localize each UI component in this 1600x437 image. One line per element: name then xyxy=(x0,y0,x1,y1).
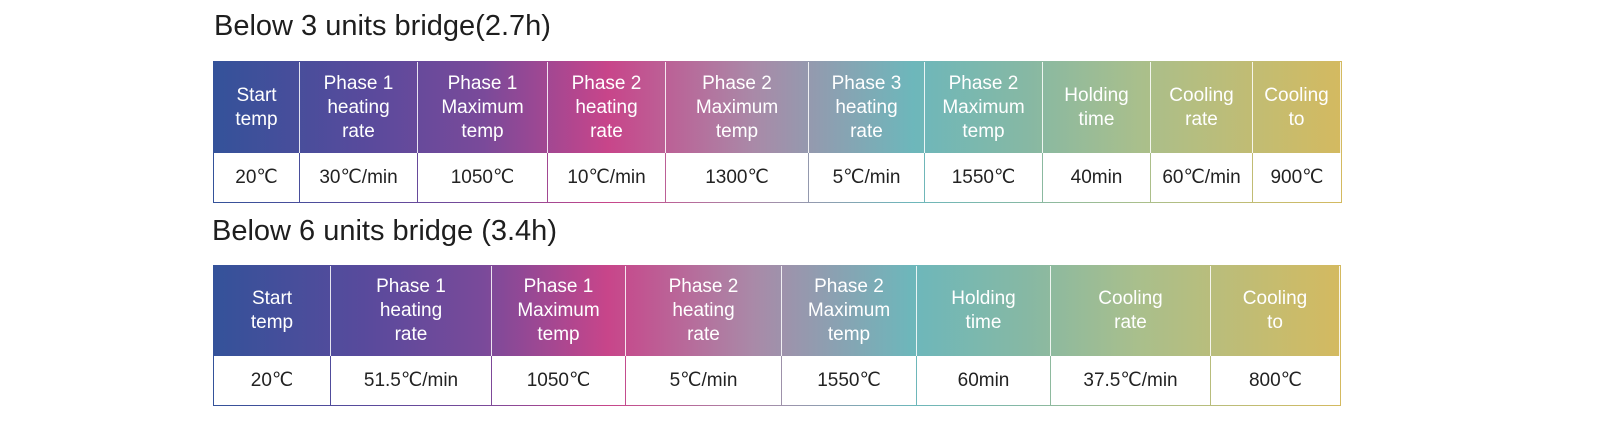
header-cell: Phase 1 Maximum temp xyxy=(492,266,626,356)
data-cell: 1300℃ xyxy=(666,153,808,202)
data-cell: 37.5℃/min xyxy=(1051,356,1210,405)
header-cell: Cooling rate xyxy=(1151,62,1253,153)
header-cell: Phase 2 heating rate xyxy=(626,266,782,356)
data-cell: 60min xyxy=(917,356,1050,405)
table: Start temp Phase 1 heating rate Phase 1 Ma… xyxy=(213,61,1342,203)
header-cell: Start temp xyxy=(214,62,300,153)
header-cell: Phase 2 Maximum temp xyxy=(925,62,1043,153)
table-title: Below 6 units bridge (3.4h) xyxy=(212,215,557,247)
data-cell: 20℃ xyxy=(214,356,330,405)
data-cell: 60℃/min xyxy=(1151,153,1252,202)
data-cell: 10℃/min xyxy=(548,153,665,202)
data-cell: 1050℃ xyxy=(492,356,625,405)
header-cell: Holding time xyxy=(1043,62,1151,153)
header-cell: Holding time xyxy=(917,266,1051,356)
header-cell: Phase 1 heating rate xyxy=(300,62,418,153)
data-cell: 51.5℃/min xyxy=(331,356,491,405)
data-cell: 1550℃ xyxy=(925,153,1042,202)
header-cell: Phase 1 heating rate xyxy=(331,266,492,356)
header-cell: Start temp xyxy=(214,266,331,356)
data-cell: 40min xyxy=(1043,153,1150,202)
data-cell: 30℃/min xyxy=(300,153,417,202)
header-cell: Phase 2 Maximum temp xyxy=(782,266,917,356)
data-cell: 900℃ xyxy=(1253,153,1341,202)
data-cell: 800℃ xyxy=(1211,356,1340,405)
table-title: Below 3 units bridge(2.7h) xyxy=(214,10,551,42)
data-cell: 1050℃ xyxy=(418,153,547,202)
header-cell: Phase 2 heating rate xyxy=(548,62,666,153)
header-cell: Phase 3 heating rate xyxy=(809,62,925,153)
table: Start temp Phase 1 heating rate Phase 1 Ma… xyxy=(213,265,1341,406)
data-cell: 5℃/min xyxy=(809,153,924,202)
header-cell: Cooling rate xyxy=(1051,266,1211,356)
header-cell: Phase 1 Maximum temp xyxy=(418,62,548,153)
data-cell: 5℃/min xyxy=(626,356,781,405)
data-cell: 20℃ xyxy=(214,153,299,202)
header-cell: Cooling to xyxy=(1253,62,1341,153)
header-cell: Phase 2 Maximum temp xyxy=(666,62,809,153)
data-cell: 1550℃ xyxy=(782,356,916,405)
header-cell: Cooling to xyxy=(1211,266,1340,356)
